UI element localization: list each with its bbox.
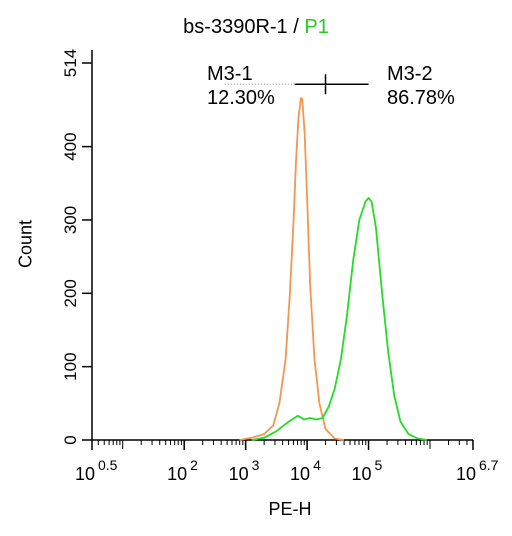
x-tick-exponent: 0.5: [98, 457, 118, 473]
x-tick-label: 10: [229, 464, 249, 484]
marker-m3-2-percent: 86.78%: [387, 87, 455, 109]
y-tick-label: 514: [61, 49, 80, 77]
y-axis-label: Count: [15, 219, 36, 269]
x-tick-label: 10: [75, 464, 95, 484]
title-separator: /: [287, 16, 305, 38]
x-axis-label: PE-H: [268, 499, 312, 519]
x-tick-exponent: 6.7: [479, 457, 499, 473]
x-tick-label: 10: [352, 464, 372, 484]
histogram-series-2: [251, 197, 428, 441]
x-tick-label: 10: [167, 464, 187, 484]
x-tick-exponent: 4: [313, 457, 321, 473]
x-tick-exponent: 5: [375, 457, 383, 473]
x-tick-exponent: 2: [190, 457, 198, 473]
marker-m3-2-name: M3-2: [387, 63, 433, 85]
marker-m3-1: M3-1 12.30%: [207, 62, 275, 110]
histogram-series-1: [239, 97, 345, 441]
y-tick-label: 300: [61, 206, 80, 234]
chart-title: bs-3390R-1 / P1: [0, 16, 512, 39]
x-tick-exponent: 3: [252, 457, 260, 473]
y-tick-label: 0: [61, 435, 80, 444]
x-tick-label: 10: [456, 464, 476, 484]
marker-m3-1-percent: 12.30%: [207, 87, 275, 109]
marker-m3-2: M3-2 86.78%: [387, 62, 455, 110]
y-tick-label: 100: [61, 352, 80, 380]
x-tick-label: 10: [290, 464, 310, 484]
marker-m3-1-name: M3-1: [207, 63, 253, 85]
gate-name: P1: [304, 16, 329, 38]
y-tick-label: 400: [61, 132, 80, 160]
y-tick-label: 200: [61, 279, 80, 307]
sample-name: bs-3390R-1: [183, 16, 288, 38]
